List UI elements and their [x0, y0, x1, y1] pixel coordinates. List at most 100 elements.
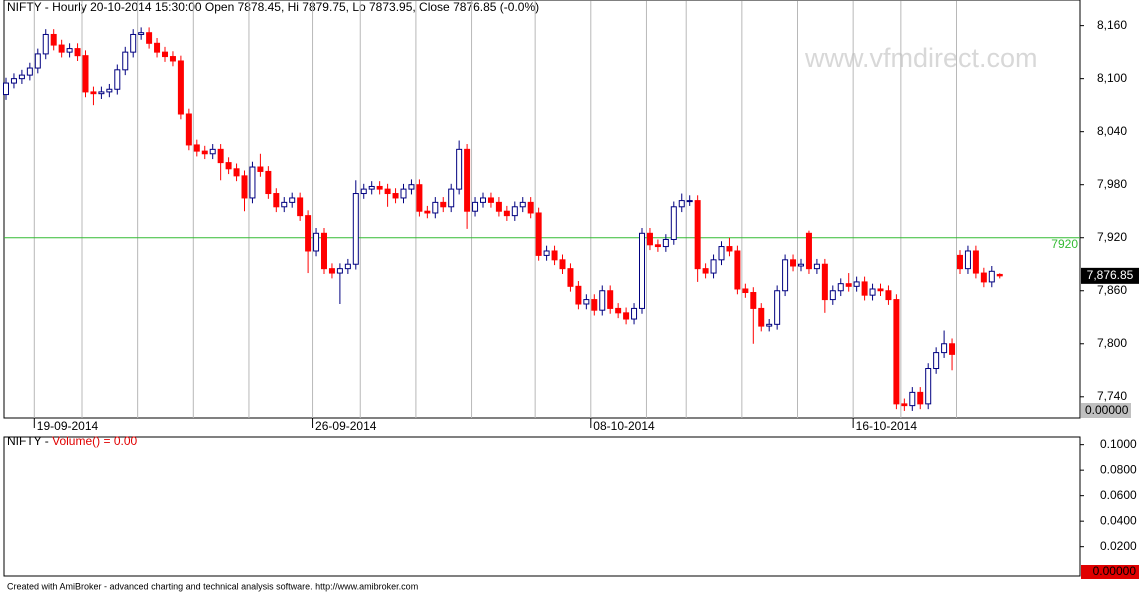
chart-title: NIFTY - Hourly 20-10-2014 15:30:00 Open … [7, 0, 539, 14]
candle-body [297, 197, 304, 217]
y-tick-label: 0.1000 [1100, 437, 1137, 451]
candle-body [376, 185, 383, 190]
last-close-box [1081, 267, 1139, 284]
candle-body [193, 144, 200, 152]
candle-body [813, 263, 820, 270]
candle-body [90, 91, 97, 95]
candle-body [487, 197, 494, 203]
candle-body [901, 403, 908, 407]
panel-title: NIFTY - Volume() = 0.00 [7, 434, 138, 448]
candle-body [798, 263, 804, 267]
candle-body [122, 51, 129, 71]
watermark: www.vfmdirect.com [804, 43, 1038, 73]
candle-body [448, 188, 455, 208]
candle-body [933, 352, 940, 370]
candle-body [336, 268, 343, 274]
candle-body [440, 201, 447, 208]
candle-body [66, 48, 73, 53]
candle-body [678, 200, 685, 208]
candle-body [98, 91, 105, 95]
candle-body [694, 200, 701, 270]
candle-body [519, 201, 526, 208]
candle-body [758, 307, 765, 327]
candle-body [456, 148, 463, 190]
candle-body [146, 32, 153, 44]
candle-body [591, 299, 598, 311]
candle-body [829, 290, 836, 301]
x-tick-label: 19-09-2014 [37, 419, 99, 433]
candle-body [424, 210, 431, 214]
candle-body [257, 166, 264, 172]
candle-body [305, 215, 312, 252]
candle-body [209, 148, 216, 155]
candle-body [241, 175, 248, 199]
candle-body [265, 170, 272, 195]
candle-body [138, 32, 145, 35]
x-tick-label: 26-09-2014 [315, 419, 377, 433]
candle-body [726, 246, 733, 252]
candle-body [774, 290, 781, 325]
candle-body [384, 188, 391, 195]
candle-body [249, 166, 256, 199]
y-tick-label: 7,800 [1097, 336, 1127, 350]
candle-body [416, 184, 423, 212]
y-tick-label: 0.0800 [1100, 462, 1137, 476]
candle-body [3, 82, 9, 96]
reference-label: 7920 [1051, 237, 1078, 251]
candle-body [782, 259, 789, 292]
candle-body [686, 200, 693, 203]
candle-body [893, 299, 900, 405]
candle-body [559, 259, 566, 270]
candle-body [201, 150, 208, 155]
candle-body [10, 78, 17, 84]
candle-body [567, 268, 574, 287]
candle-body [742, 288, 749, 294]
candle-body [169, 56, 176, 62]
x-tick-label: 08-10-2014 [593, 419, 655, 433]
y-tick-label: 8,160 [1097, 18, 1127, 32]
candle-body [805, 232, 812, 270]
candle-body [670, 206, 677, 240]
y-tick-label: 7,740 [1097, 389, 1127, 403]
candle-body [941, 343, 948, 354]
candle-body [949, 343, 956, 355]
candle-body [50, 33, 57, 46]
candle-body [543, 250, 550, 256]
candle-body [607, 290, 614, 309]
candle-body [106, 88, 113, 93]
candle-body [972, 250, 979, 274]
candle-body [750, 292, 757, 309]
candle-body [980, 272, 987, 283]
candle-body [511, 206, 518, 217]
volume-value-box [1081, 403, 1131, 418]
volume-panel [3, 436, 1081, 577]
candle-body [34, 53, 41, 69]
candle-body [853, 281, 860, 287]
x-tick-label: 16-10-2014 [856, 419, 918, 433]
candle-body [766, 323, 773, 327]
candle-body [289, 197, 296, 203]
candle-body [480, 197, 486, 203]
candle-body [225, 162, 232, 170]
candle-body [26, 67, 33, 76]
candle-body [368, 185, 375, 190]
candle-body [551, 250, 558, 261]
candle-body [877, 288, 884, 292]
y-tick-label: 0.0600 [1100, 488, 1137, 502]
candle-body [114, 69, 121, 90]
y-tick-label: 7,980 [1097, 177, 1127, 191]
candle-body [988, 270, 995, 283]
last-close-label: 7,876.85 [1087, 268, 1134, 282]
candle-body [74, 48, 81, 57]
footer: Created with AmiBroker - advanced charti… [7, 581, 418, 591]
candle-body [654, 244, 661, 248]
candle-body [646, 232, 653, 246]
candle-body [273, 193, 280, 208]
candle-body [790, 259, 797, 267]
candle-body [472, 201, 479, 212]
candle-body [639, 232, 645, 309]
candle-body [623, 312, 630, 320]
candle-body [328, 268, 335, 274]
y-tick-label: 8,040 [1097, 124, 1127, 138]
candle-body [400, 188, 407, 199]
